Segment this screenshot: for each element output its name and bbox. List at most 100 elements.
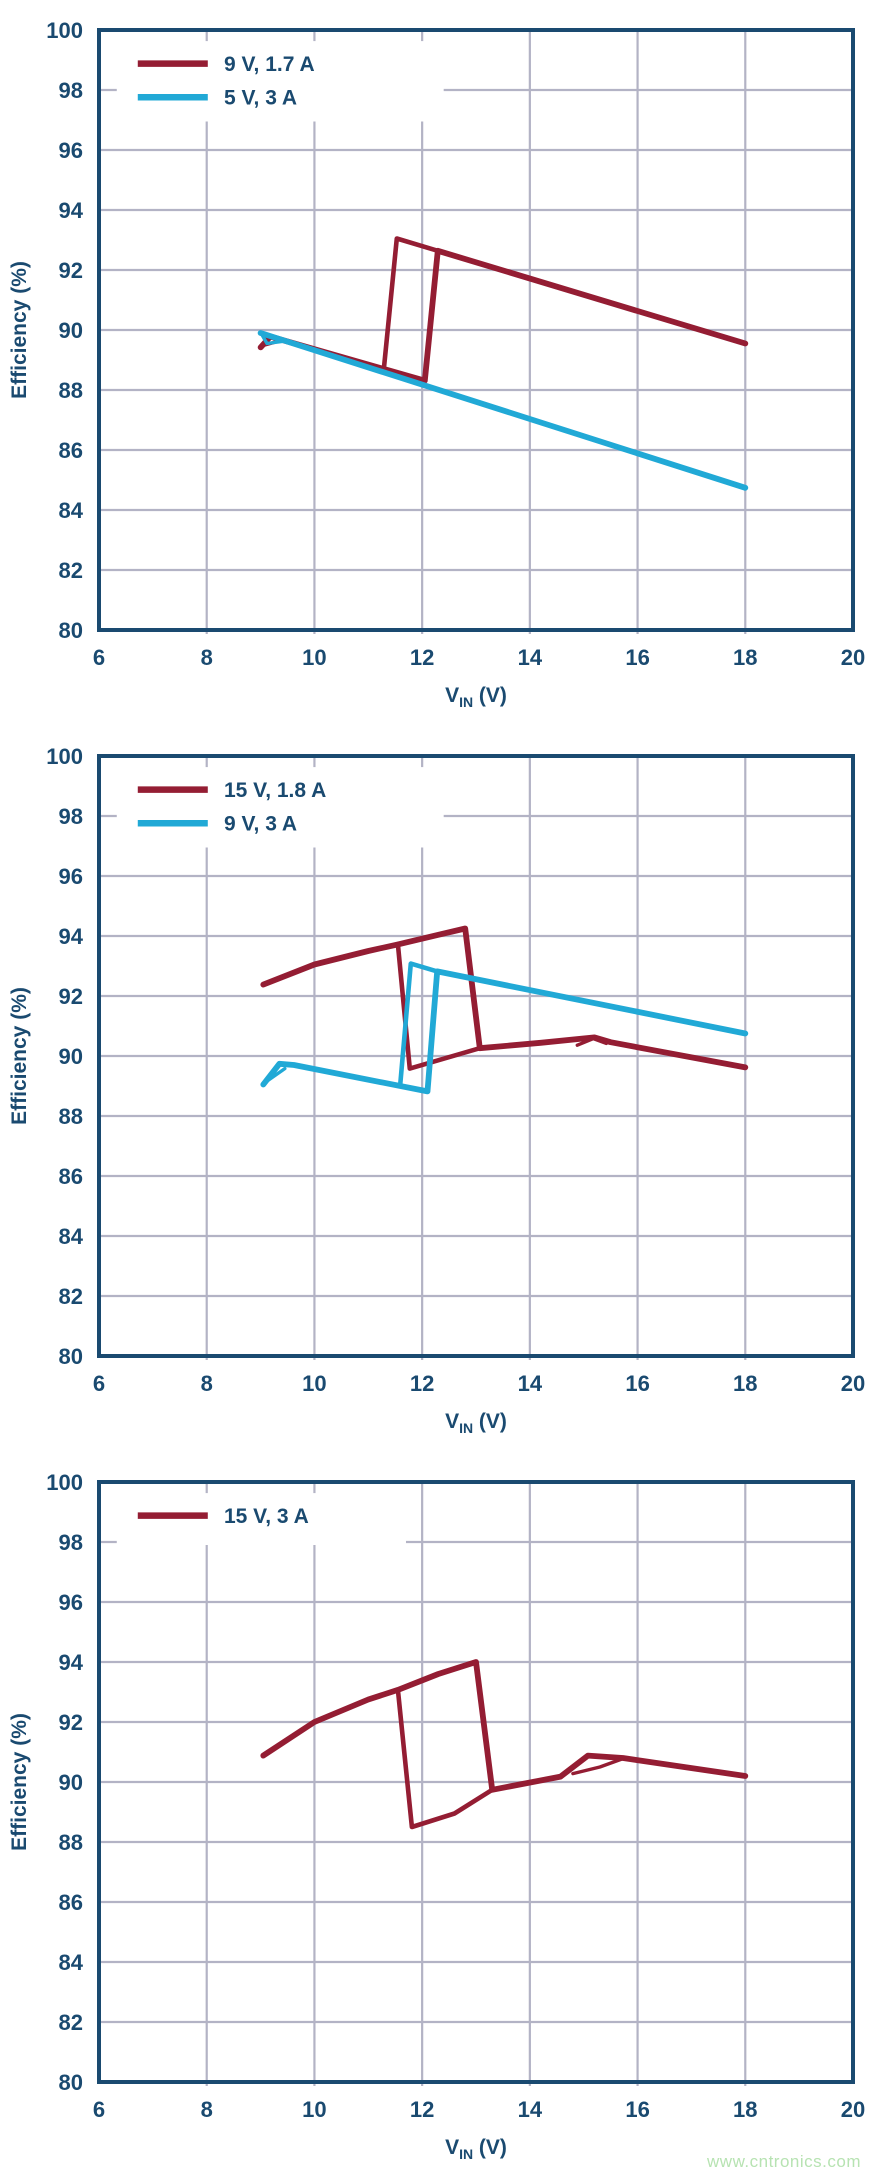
plot-frame: [97, 754, 855, 1358]
y-tick-label: 100: [46, 18, 83, 43]
x-tick-label: 8: [201, 2097, 213, 2122]
x-axis-title: VIN (V): [445, 2136, 507, 2162]
y-tick-label: 84: [59, 1950, 84, 1975]
series-line-main-0: [257, 247, 749, 384]
x-tick-label: 18: [733, 1371, 757, 1396]
x-tick-labels: 6 8 10 12 14 16 18 20: [93, 1371, 865, 1396]
plot-frame: [97, 1480, 855, 2084]
y-tick-label: 98: [59, 804, 83, 829]
x-tick-label: 12: [410, 2097, 434, 2122]
legend-box: [116, 41, 444, 122]
y-tick-label: 98: [59, 78, 83, 103]
series-line-main-3: [257, 330, 749, 491]
y-tick-label: 92: [59, 258, 83, 283]
x-tick-label: 18: [733, 2097, 757, 2122]
y-tick-label: 82: [59, 2010, 83, 2035]
y-tick-label: 96: [59, 1590, 83, 1615]
series-line-loop-1: [395, 1687, 495, 1830]
x-tick-label: 8: [201, 1371, 213, 1396]
y-tick-label: 86: [59, 1164, 83, 1189]
y-tick-label: 90: [59, 1770, 83, 1795]
series-line-main-0: [260, 925, 749, 1071]
y-tick-label: 84: [59, 1224, 84, 1249]
plot-frame: [97, 28, 855, 632]
y-tick-labels: 80 82 84 86 88 90 92 94 96 98 100: [46, 744, 83, 1369]
x-tick-label: 14: [518, 645, 543, 670]
gridlines: [99, 1482, 853, 2086]
series-line-loop-4: [397, 961, 440, 1089]
x-tick-label: 8: [201, 645, 213, 670]
y-tick-label: 92: [59, 1710, 83, 1735]
x-tick-label: 16: [625, 645, 649, 670]
y-tick-labels: 80 82 84 86 88 90 92 94 96 98 100: [46, 18, 83, 643]
efficiency-chart-bottom-canvas: 6 8 10 12 14 16 18 20 80 82 84 86 88 90 92 94 96 98 100 Eff…: [8, 1470, 865, 2162]
efficiency-chart-top-canvas: 6 8 10 12 14 16 18 20 80 82 84 86 88 90 92 94 96 98 100 Eff…: [8, 18, 865, 710]
x-tick-label: 14: [518, 1371, 543, 1396]
watermark: www.cntronics.com: [707, 2152, 861, 2171]
y-axis-title: Efficiency (%): [8, 261, 31, 399]
legend-label-1: 5 V, 3 A: [224, 87, 297, 110]
y-tick-label: 82: [59, 1284, 83, 1309]
y-tick-label: 94: [59, 924, 84, 949]
x-tick-label: 6: [93, 645, 105, 670]
series-line-loop-1: [395, 942, 483, 1071]
legend-box: [116, 767, 444, 848]
series-line-spur-2: [571, 1756, 625, 1776]
legend-label-0: 15 V, 1.8 A: [224, 779, 326, 802]
x-tick-label: 16: [625, 2097, 649, 2122]
y-tick-label: 92: [59, 984, 83, 1009]
efficiency-chart-middle: 6 8 10 12 14 16 18 20 80 82 84 86 88 90 92 94 96 98 100 Eff…: [0, 726, 875, 1452]
series-line-spur-4: [259, 332, 284, 346]
efficiency-chart-middle-canvas: 6 8 10 12 14 16 18 20 80 82 84 86 88 90 92 94 96 98 100 Eff…: [8, 744, 865, 1436]
series-line-loop-1: [381, 236, 441, 371]
y-tick-label: 88: [59, 378, 83, 403]
y-tick-label: 80: [59, 2070, 83, 2095]
y-tick-label: 86: [59, 438, 83, 463]
x-tick-label: 20: [841, 2097, 865, 2122]
y-tick-label: 90: [59, 1044, 83, 1069]
series-group: [257, 236, 749, 491]
y-tick-labels: 80 82 84 86 88 90 92 94 96 98 100: [46, 1470, 83, 2095]
x-tick-label: 12: [410, 1371, 434, 1396]
series-group: [260, 1659, 749, 1830]
y-tick-label: 80: [59, 618, 83, 643]
legend-label-0: 9 V, 1.7 A: [224, 53, 315, 76]
y-tick-label: 80: [59, 1344, 83, 1369]
y-tick-label: 94: [59, 198, 84, 223]
y-tick-label: 88: [59, 1830, 83, 1855]
legend-label-1: 9 V, 3 A: [224, 813, 297, 836]
efficiency-chart-top: 6 8 10 12 14 16 18 20 80 82 84 86 88 90 92 94 96 98 100 Eff…: [0, 0, 875, 726]
y-axis-title: Efficiency (%): [8, 987, 31, 1125]
x-tick-label: 14: [518, 2097, 543, 2122]
x-tick-label: 10: [302, 645, 326, 670]
series-line-spur-2: [575, 1036, 608, 1047]
series-line-main-0: [260, 1659, 749, 1793]
legend-box: [116, 1493, 406, 1545]
y-tick-label: 96: [59, 864, 83, 889]
x-tick-labels: 6 8 10 12 14 16 18 20: [93, 645, 865, 670]
series-line-main-3: [260, 968, 749, 1095]
series-group: [260, 925, 749, 1095]
x-tick-label: 10: [302, 1371, 326, 1396]
y-axis-title: Efficiency (%): [8, 1713, 31, 1851]
x-tick-label: 20: [841, 1371, 865, 1396]
x-tick-label: 20: [841, 645, 865, 670]
gridlines: [99, 30, 853, 634]
x-axis-title: VIN (V): [445, 1410, 507, 1436]
y-tick-label: 100: [46, 1470, 83, 1495]
y-tick-label: 82: [59, 558, 83, 583]
y-tick-label: 86: [59, 1890, 83, 1915]
x-tick-label: 6: [93, 2097, 105, 2122]
y-tick-label: 88: [59, 1104, 83, 1129]
efficiency-chart-bottom: 6 8 10 12 14 16 18 20 80 82 84 86 88 90 92 94 96 98 100 Eff…: [0, 1452, 875, 2178]
x-tick-label: 18: [733, 645, 757, 670]
y-tick-label: 84: [59, 498, 84, 523]
series-line-spur-5: [262, 1066, 287, 1085]
x-tick-labels: 6 8 10 12 14 16 18 20: [93, 2097, 865, 2122]
x-tick-label: 12: [410, 645, 434, 670]
y-tick-label: 100: [46, 744, 83, 769]
y-tick-label: 94: [59, 1650, 84, 1675]
y-tick-label: 90: [59, 318, 83, 343]
legend: 9 V, 1.7 A 5 V, 3 A: [137, 53, 315, 110]
